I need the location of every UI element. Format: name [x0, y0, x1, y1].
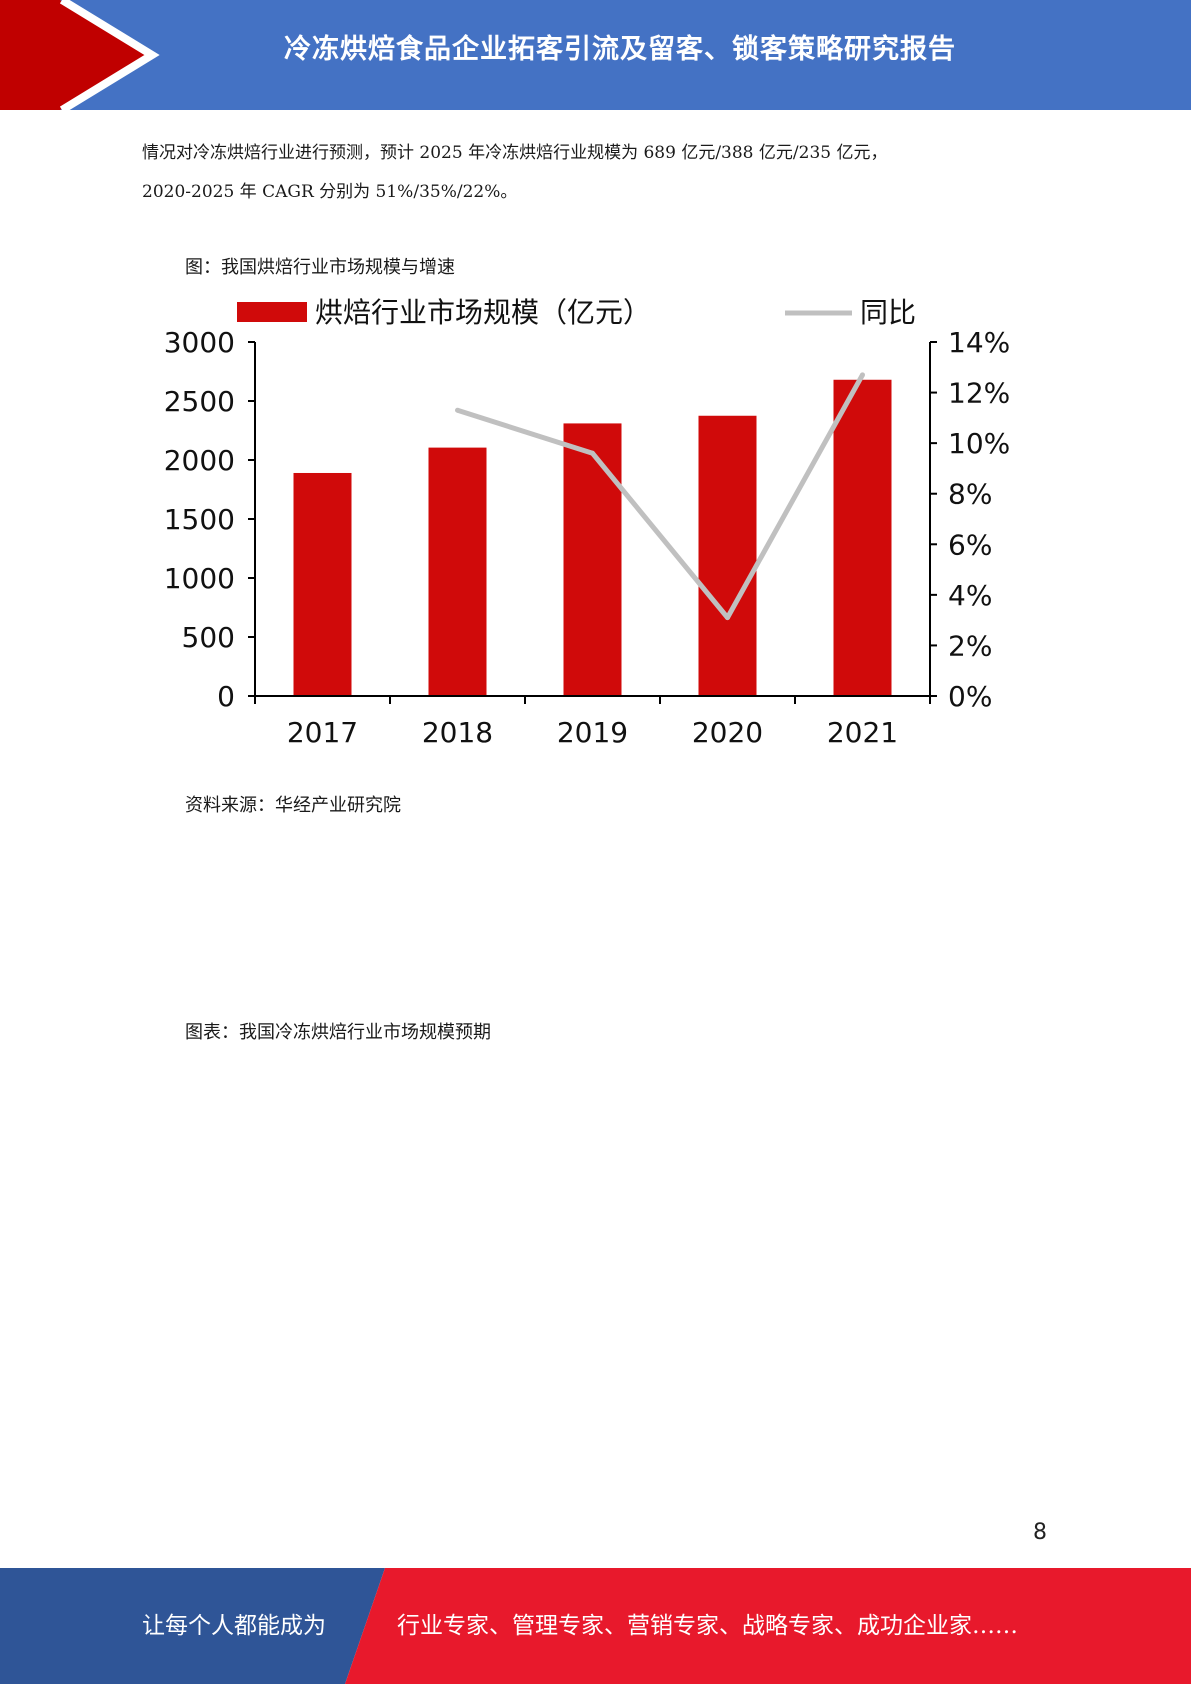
yoy-point-2020 — [725, 615, 730, 621]
bar-2019 — [563, 423, 622, 696]
y-right-tick-label: 0% — [948, 680, 992, 713]
page-header: 冷冻烘焙食品企业拓客引流及留客、锁客策略研究报告 — [0, 0, 1191, 110]
y-right-tick-label: 4% — [948, 579, 992, 612]
yoy-point-2021 — [860, 372, 865, 378]
yoy-growth-line — [456, 373, 865, 621]
y-right-tick-label: 2% — [948, 629, 992, 662]
header-red-arrow — [0, 0, 150, 110]
x-tick-label: 2019 — [557, 716, 628, 749]
legend-line-label: 同比 — [860, 296, 916, 329]
legend-bar-label: 烘焙行业市场规模（亿元） — [315, 296, 651, 329]
bar-2021 — [833, 379, 892, 696]
y-left-tick-label: 0 — [217, 680, 235, 713]
market-size-chart: 烘焙行业市场规模（亿元） 同比 0 500 1000 1500 2000 2500 3000 0%… — [164, 296, 1011, 749]
x-tick-label: 2018 — [422, 716, 493, 749]
yoy-point-2019 — [590, 450, 595, 456]
footer-blue-band — [0, 1568, 385, 1684]
report-title: 冷冻烘焙食品企业拓客引流及留客、锁客策略研究报告 — [284, 34, 956, 65]
x-tick-label: 2021 — [827, 716, 898, 749]
footer-red-band — [345, 1568, 1191, 1684]
legend-bar-swatch — [237, 302, 307, 322]
footer-slogan-left: 让每个人都能成为 — [142, 1613, 326, 1639]
header-arrow-graphic — [0, 0, 160, 110]
y-right-tick-label: 12% — [948, 377, 1010, 410]
y-left-tick-label: 500 — [182, 621, 235, 654]
y-right-tick-label: 6% — [948, 528, 992, 561]
page-footer: 让每个人都能成为 行业专家、管理专家、营销专家、战略专家、成功企业家…… — [0, 1568, 1191, 1684]
yoy-point-2018 — [455, 407, 460, 413]
bar-2020 — [698, 415, 757, 696]
x-tick-label: 2020 — [692, 716, 763, 749]
figure-caption: 图：我国烘焙行业市场规模与增速 — [185, 257, 455, 278]
y-right-tick-label: 14% — [948, 326, 1010, 359]
bar-2018 — [428, 447, 487, 696]
y-left-tick-label: 3000 — [164, 326, 235, 359]
y-right-tick-label: 8% — [948, 478, 992, 511]
body-paragraph: 情况对冷冻烘焙行业进行预测，预计 2025 年冷冻烘焙行业规模为 689 亿元/… — [142, 134, 1042, 212]
paragraph-line-1: 情况对冷冻烘焙行业进行预测，预计 2025 年冷冻烘焙行业规模为 689 亿元/… — [142, 143, 888, 163]
paragraph-line-2: 2020-2025 年 CAGR 分别为 51%/35%/22%。 — [142, 182, 518, 202]
footer-slogan-right: 行业专家、管理专家、营销专家、战略专家、成功企业家…… — [397, 1613, 1018, 1639]
y-left-tick-label: 1500 — [164, 503, 235, 536]
y-left-tick-label: 2000 — [164, 444, 235, 477]
header-arrow-outline — [59, 0, 160, 110]
figure-source: 资料来源：华经产业研究院 — [185, 795, 401, 816]
y-left-tick-label: 2500 — [164, 385, 235, 418]
bar-2017 — [293, 472, 352, 696]
page-number: 8 — [1033, 1520, 1047, 1545]
y-left-tick-label: 1000 — [164, 562, 235, 595]
footer-background — [0, 1568, 1191, 1684]
x-tick-label: 2017 — [287, 716, 358, 749]
figure2-caption: 图表：我国冷冻烘焙行业市场规模预期 — [185, 1022, 491, 1043]
y-right-tick-label: 10% — [948, 427, 1010, 460]
